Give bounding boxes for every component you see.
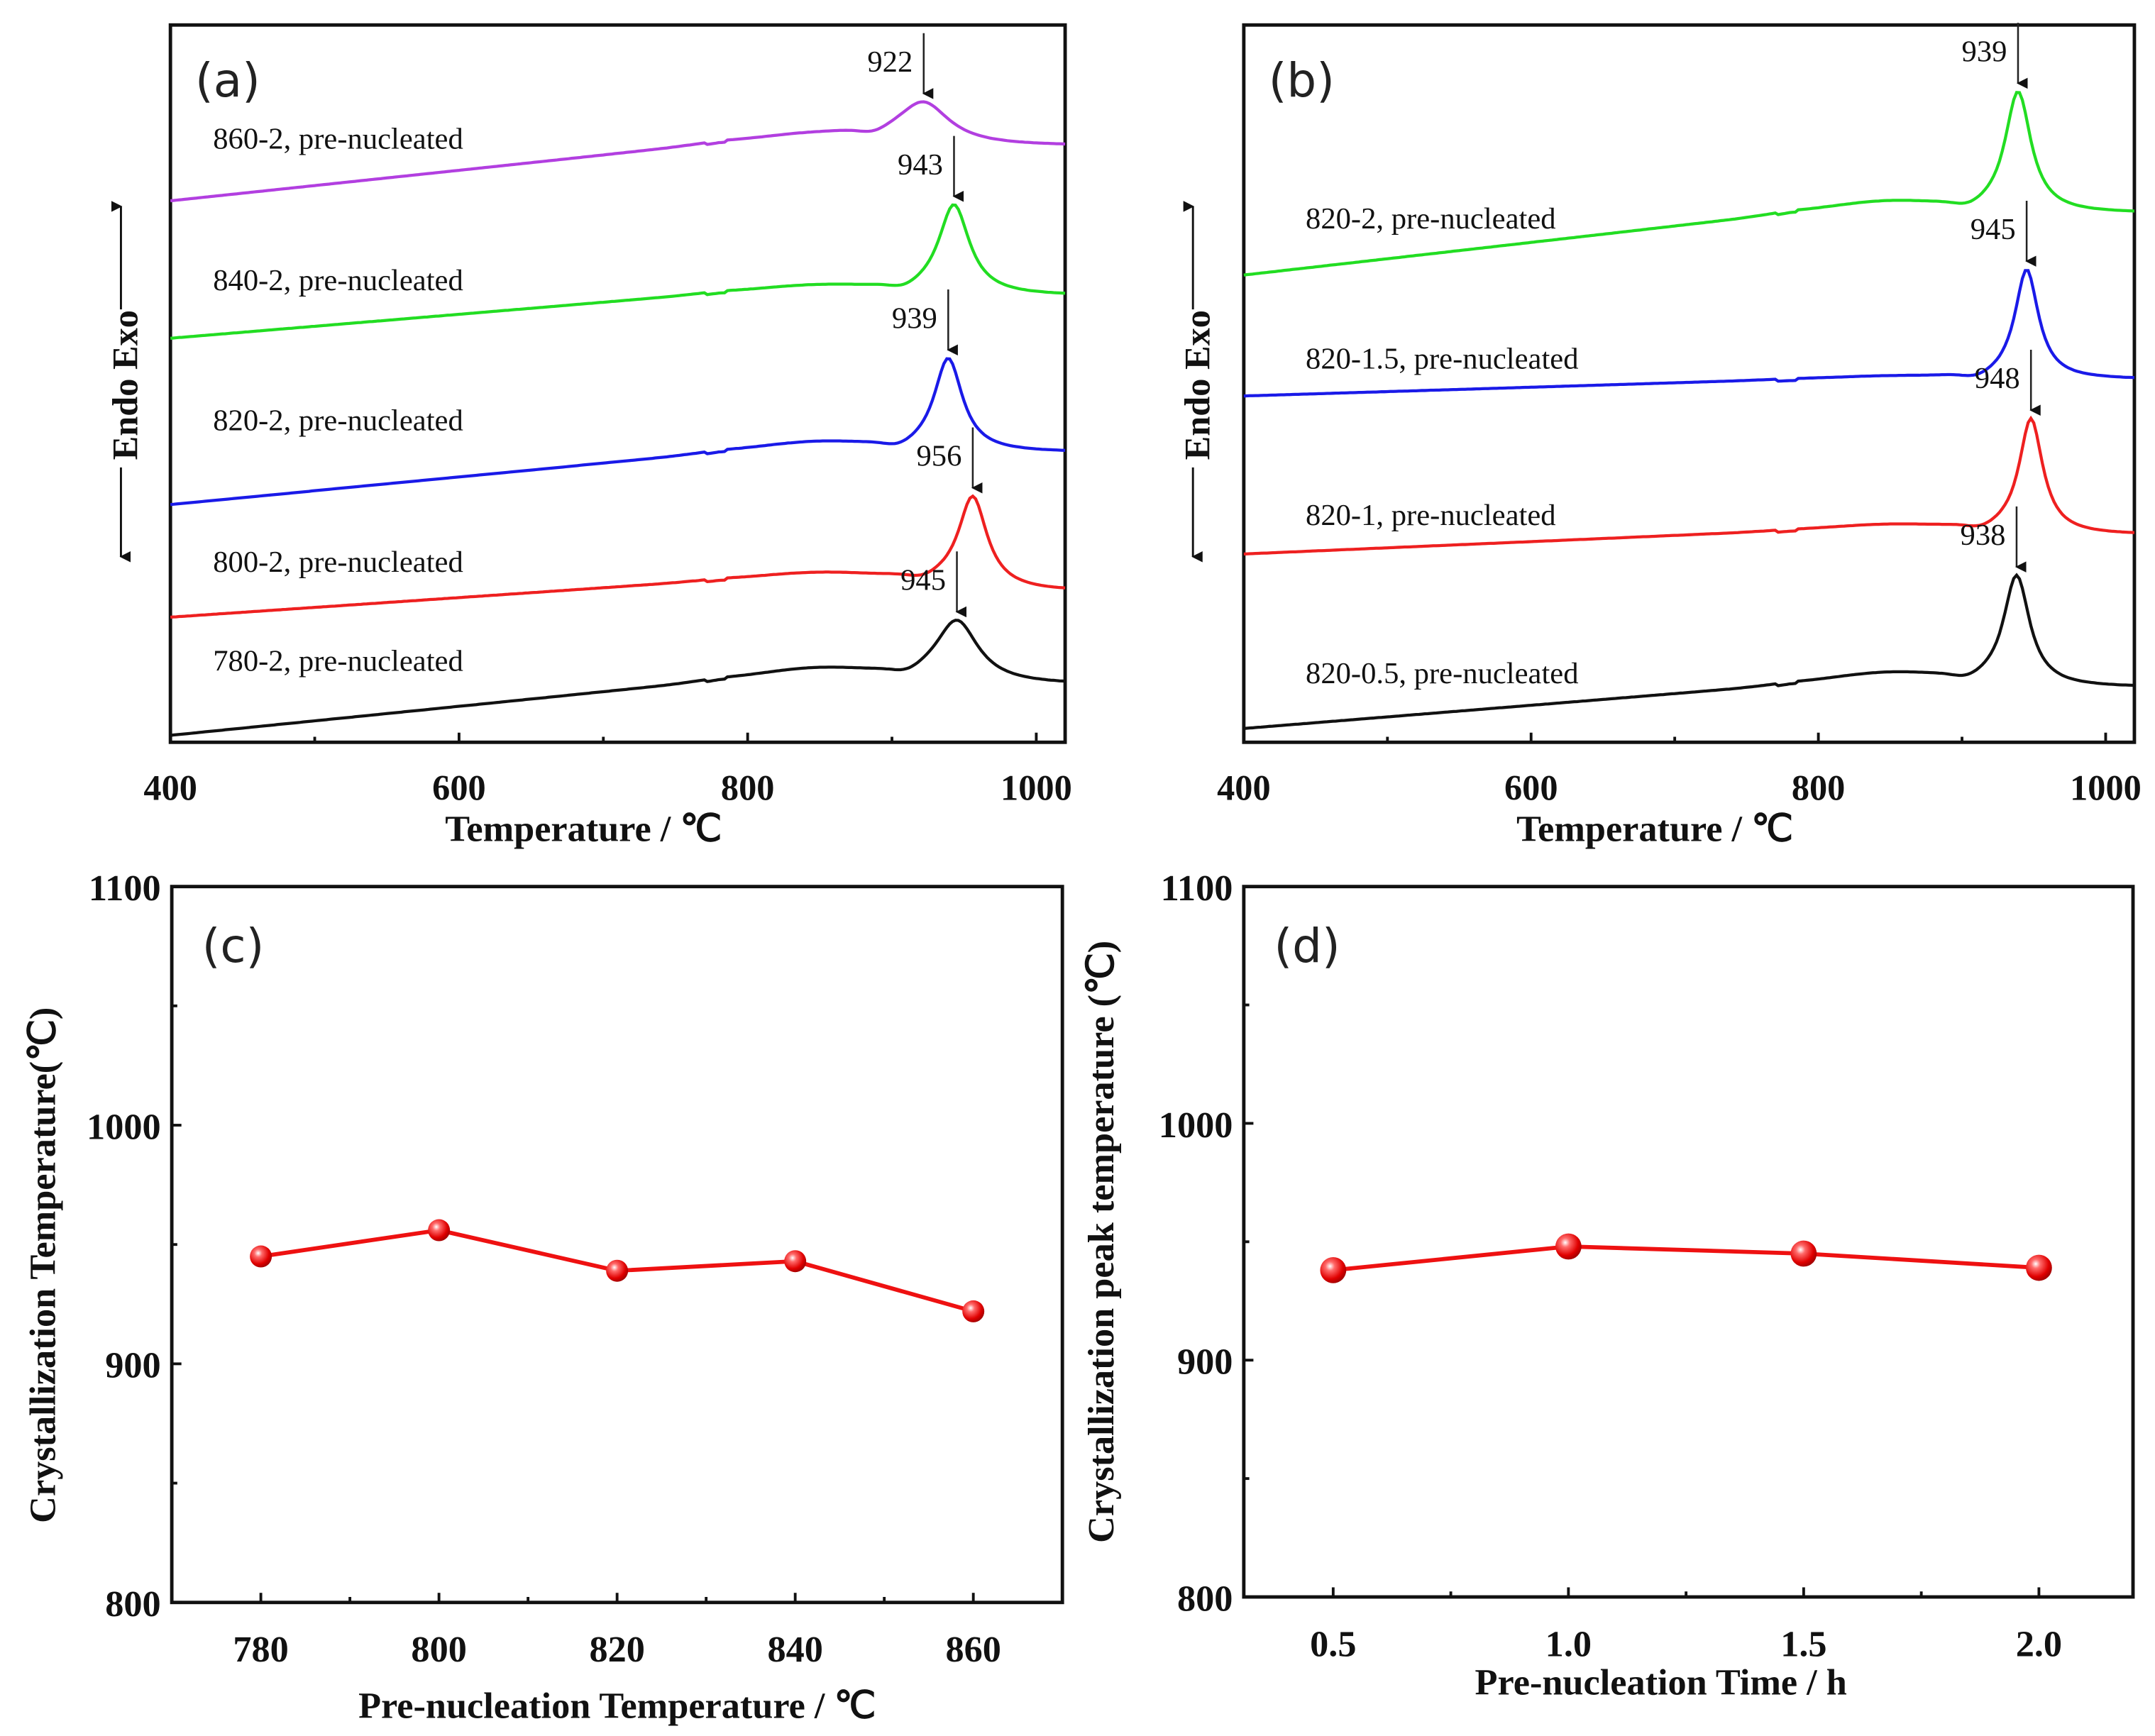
x-tick-label: 1.0 <box>1545 1623 1592 1664</box>
curve-label: 780-2, pre-nucleated <box>213 645 463 678</box>
curve-label: 820-0.5, pre-nucleated <box>1306 657 1579 690</box>
y-tick-label: 1100 <box>89 868 161 909</box>
x-tick-label: 840 <box>767 1629 822 1670</box>
data-point <box>1555 1233 1582 1260</box>
data-point <box>606 1259 629 1282</box>
x-axis-label: Temperature / ℃ <box>445 809 722 850</box>
dsc-curve <box>170 357 1066 507</box>
panel-label: (d) <box>1274 919 1340 973</box>
dsc-curve <box>1243 573 2135 731</box>
data-line <box>1333 1244 2039 1273</box>
x-tick-label: 600 <box>432 768 486 808</box>
data-point <box>1790 1240 1817 1267</box>
x-tick-label: 600 <box>1504 768 1558 808</box>
dsc-curve <box>1243 415 2135 556</box>
curve-label: 820-2, pre-nucleated <box>213 404 463 438</box>
x-axis-label: Pre-nucleation Time / h <box>1475 1662 1847 1703</box>
x-tick-label: 820 <box>589 1629 644 1670</box>
x-tick-label: 1000 <box>1001 768 1072 808</box>
panel-label: (a) <box>195 53 260 108</box>
x-tick-label: 1000 <box>2070 768 2142 808</box>
x-tick-label: 800 <box>411 1629 466 1670</box>
dsc-curve <box>170 203 1066 340</box>
x-axis-label: Temperature / ℃ <box>1516 809 1793 850</box>
x-tick-label: 800 <box>721 768 775 808</box>
dsc-panel-b: 400 600 800 1000 Temperature / ℃ (b) Endo Exo 8… <box>1177 23 2142 850</box>
panel-label: (c) <box>202 919 265 973</box>
peak-label: 939 <box>892 302 937 335</box>
data-point <box>2026 1254 2052 1281</box>
curve-label: 820-1, pre-nucleated <box>1306 499 1556 532</box>
y-tick-label: 1100 <box>1161 868 1233 909</box>
dsc-curve <box>170 100 1066 203</box>
x-tick-label: 860 <box>945 1629 1001 1670</box>
y-axis-label: Crystallization peak temperature (℃) <box>1081 941 1122 1543</box>
y-tick-label: 1000 <box>87 1106 161 1147</box>
x-tick-label: 800 <box>1792 768 1846 808</box>
panel-label: (b) <box>1269 53 1335 108</box>
y-tick-label: 1000 <box>1159 1105 1233 1146</box>
y-axis-label: Endo Exo <box>106 310 145 460</box>
peak-label: 956 <box>916 440 961 473</box>
dsc-curve <box>1243 269 2135 398</box>
data-point <box>428 1219 451 1242</box>
plot-frame <box>170 885 1064 1605</box>
plot-frame <box>1242 885 2135 1599</box>
curve-label: 800-2, pre-nucleated <box>213 546 463 579</box>
y-tick-label: 800 <box>105 1583 160 1625</box>
y-axis-label: Endo Exo <box>1177 310 1217 460</box>
plot-frame <box>168 23 1067 744</box>
dsc-curve <box>170 494 1066 619</box>
data-point <box>784 1250 807 1273</box>
line-panel-d: 800 900 1000 1100 0.5 1.0 1.5 2.0 Pre-nucleation… <box>1081 868 2135 1703</box>
x-tick-label: 1.5 <box>1780 1623 1826 1664</box>
curve-label: 820-1.5, pre-nucleated <box>1306 342 1579 375</box>
curve-label: 820-2, pre-nucleated <box>1306 202 1556 236</box>
peak-label: 945 <box>900 563 946 597</box>
y-tick-label: 800 <box>1177 1578 1233 1619</box>
x-tick-label: 2.0 <box>2016 1623 2062 1664</box>
peak-label: 938 <box>1961 519 2006 552</box>
peak-label: 943 <box>898 148 943 182</box>
x-tick-label: 400 <box>143 768 197 808</box>
x-axis-label: Pre-nucleation Temperature / ℃ <box>358 1685 876 1726</box>
dsc-curve <box>170 619 1066 737</box>
data-point <box>1320 1256 1347 1283</box>
plot-frame <box>1242 23 2137 744</box>
dsc-panel-a: 400 600 800 1000 Temperature / ℃ (a) Endo Exo 8… <box>106 23 1072 850</box>
y-tick-label: 900 <box>105 1345 160 1386</box>
dsc-curve <box>1243 91 2135 277</box>
peak-label: 939 <box>1962 35 2007 68</box>
x-tick-label: 780 <box>233 1629 288 1670</box>
line-panel-c: 800 900 1000 1100 780 800 820 840 860 Pre-nucleat… <box>22 868 1064 1726</box>
data-point <box>962 1300 985 1322</box>
x-tick-label: 400 <box>1217 768 1271 808</box>
curve-label: 840-2, pre-nucleated <box>213 264 463 297</box>
x-tick-label: 0.5 <box>1310 1623 1356 1664</box>
peak-label: 922 <box>867 45 913 79</box>
curve-label: 860-2, pre-nucleated <box>213 123 463 156</box>
y-tick-label: 900 <box>1177 1342 1233 1383</box>
peak-label: 948 <box>1975 362 2020 395</box>
data-point <box>250 1245 272 1268</box>
peak-label: 945 <box>1971 213 2016 246</box>
y-axis-label: Crystallization Temperature(℃) <box>22 1007 63 1523</box>
